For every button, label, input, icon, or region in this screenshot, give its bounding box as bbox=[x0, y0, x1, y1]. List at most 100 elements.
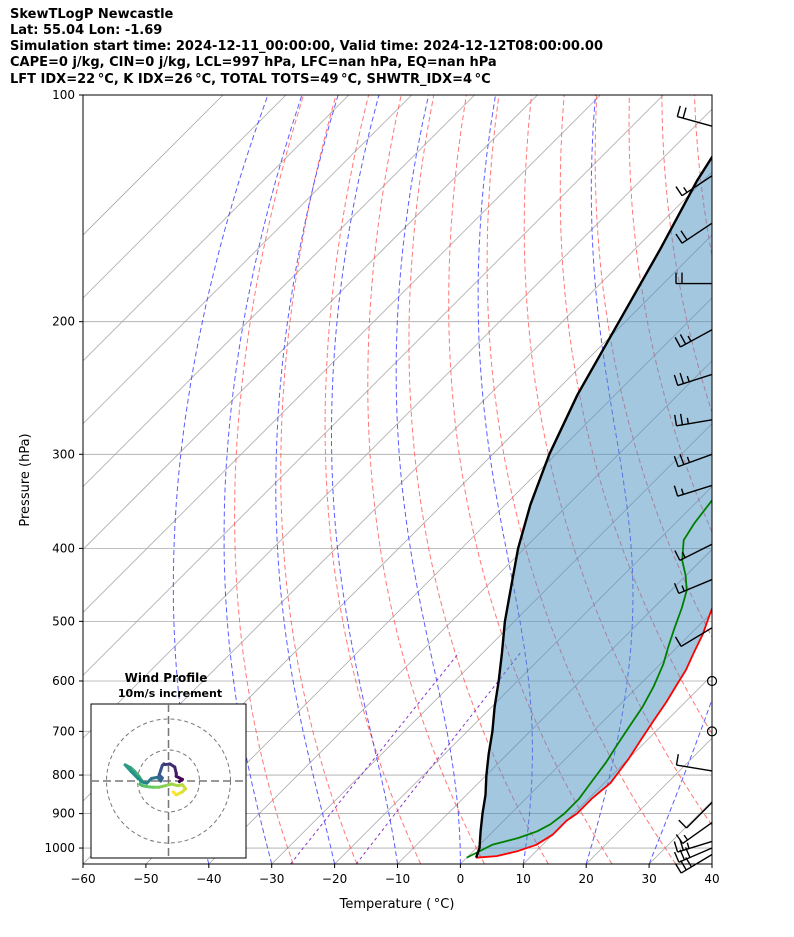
wind-barb-feather bbox=[673, 374, 679, 386]
wind-barb bbox=[676, 764, 713, 772]
wind-barb-feather bbox=[680, 230, 688, 241]
y-tick-label: 400 bbox=[52, 541, 75, 555]
wind-barb-half-feather bbox=[686, 456, 691, 463]
x-tick-label: −20 bbox=[322, 872, 347, 886]
wind-barb-feather bbox=[673, 414, 678, 426]
y-axis-label: Pressure (hPa) bbox=[18, 433, 33, 526]
parcel-line bbox=[474, 154, 712, 859]
inset-subtitle: 10m/s increment bbox=[118, 687, 222, 700]
wind-barb-half-feather bbox=[686, 417, 690, 424]
wind-barb-feather bbox=[679, 453, 685, 465]
wind-barb-feather bbox=[673, 851, 680, 863]
hodograph-segment bbox=[123, 763, 133, 774]
indices-line: LFT IDX=22 °C, K IDX=26 °C, TOTAL TOTS=4… bbox=[10, 72, 491, 87]
wind-barb-half-feather bbox=[686, 842, 690, 849]
isotherm bbox=[83, 95, 538, 551]
y-tick-label: 800 bbox=[52, 768, 75, 782]
wind-barb-feather bbox=[675, 186, 683, 197]
y-tick-label: 200 bbox=[52, 315, 75, 329]
x-tick-label: −60 bbox=[70, 872, 95, 886]
wind-barb-half-feather bbox=[687, 335, 692, 342]
moist-adiabat bbox=[275, 95, 339, 864]
mixing-ratio-line bbox=[290, 652, 460, 864]
wind-barb bbox=[677, 115, 713, 127]
x-tick-label: −30 bbox=[259, 872, 284, 886]
wind-calm-marker bbox=[706, 726, 718, 737]
dry-adiabat bbox=[234, 95, 304, 864]
moist-adiabat bbox=[395, 95, 461, 864]
dry-adiabat bbox=[727, 95, 794, 864]
y-tick-label: 1000 bbox=[44, 841, 75, 855]
chart-title: SkewTLogP Newcastle bbox=[10, 7, 174, 22]
wind-barb-feather bbox=[675, 233, 683, 244]
wind-barb-feather bbox=[674, 337, 682, 348]
wind-barb-feather bbox=[673, 582, 680, 594]
isotherm bbox=[711, 863, 712, 864]
shaded-area bbox=[476, 157, 712, 858]
wind-barb-half-feather bbox=[681, 552, 686, 558]
isotherm bbox=[83, 108, 712, 739]
wind-barb-feather bbox=[676, 105, 681, 117]
moist-adiabat bbox=[711, 862, 712, 864]
isotherm bbox=[145, 297, 712, 864]
wind-barb-feather bbox=[674, 863, 682, 874]
x-tick-label: −10 bbox=[385, 872, 410, 886]
x-tick-label: −40 bbox=[196, 872, 221, 886]
dry-adiabat bbox=[523, 95, 712, 827]
wind-barb-feather bbox=[679, 334, 687, 345]
y-tick-label: 100 bbox=[52, 88, 75, 102]
wind-barb-half-feather bbox=[686, 375, 690, 382]
inset-title: Wind Profile bbox=[125, 671, 208, 685]
dry-adiabat bbox=[367, 95, 485, 864]
wind-barb-half-feather bbox=[680, 488, 685, 495]
moist-adiabat bbox=[223, 95, 303, 864]
wind-barb-feather bbox=[675, 754, 679, 766]
wind-barb-feather bbox=[678, 819, 688, 829]
wind-barb bbox=[680, 627, 713, 647]
y-tick-label: 700 bbox=[52, 724, 75, 738]
wind-barb-feather bbox=[679, 413, 684, 425]
dewpoint-line bbox=[466, 498, 712, 859]
dry-adiabat bbox=[760, 95, 794, 864]
wind-barb bbox=[686, 802, 713, 829]
isotherm bbox=[83, 95, 412, 425]
wind-barb-feather bbox=[674, 636, 682, 647]
y-tick-label: 500 bbox=[52, 614, 75, 628]
isotherm bbox=[523, 674, 712, 864]
x-tick-label: −50 bbox=[133, 872, 158, 886]
isotherm bbox=[83, 95, 475, 488]
wind-barb-feather bbox=[673, 841, 679, 853]
wind-barb-feather bbox=[682, 107, 687, 119]
wind-barb-half-feather bbox=[681, 585, 685, 592]
wind-calm-marker bbox=[706, 675, 718, 687]
isotherm bbox=[83, 95, 601, 613]
wind-barb-feather bbox=[674, 550, 681, 561]
wind-barb bbox=[677, 373, 713, 387]
isotherm bbox=[83, 95, 224, 236]
wind-barb-feather bbox=[675, 834, 684, 844]
wind-barb-feather bbox=[680, 860, 687, 871]
isotherm bbox=[83, 95, 350, 362]
dry-adiabat bbox=[324, 95, 422, 864]
x-axis-label: Temperature ( °C) bbox=[339, 897, 455, 912]
y-tick-label: 300 bbox=[52, 447, 75, 461]
wind-barb-half-feather bbox=[683, 834, 689, 841]
dry-adiabat bbox=[280, 95, 358, 864]
moist-adiabat bbox=[331, 95, 398, 864]
x-tick-label: 40 bbox=[704, 872, 719, 886]
moist-adiabat bbox=[648, 698, 712, 864]
wind-barb-half-feather bbox=[683, 186, 688, 193]
location-line: Lat: 55.04 Lon: -1.69 bbox=[10, 23, 163, 38]
x-tick-label: 20 bbox=[579, 872, 594, 886]
time-line: Simulation start time: 2024-12-11_00:00:… bbox=[10, 39, 603, 54]
cape-line: CAPE=0 j/kg, CIN=0 j/kg, LCL=997 hPa, LF… bbox=[10, 55, 497, 70]
isotherm bbox=[334, 486, 712, 864]
wind-barb-feather bbox=[679, 372, 685, 384]
y-tick-label: 600 bbox=[52, 674, 75, 688]
temperature-line bbox=[476, 606, 712, 859]
isotherm bbox=[83, 95, 664, 676]
inset-plot bbox=[91, 704, 246, 858]
isotherm bbox=[83, 95, 287, 299]
